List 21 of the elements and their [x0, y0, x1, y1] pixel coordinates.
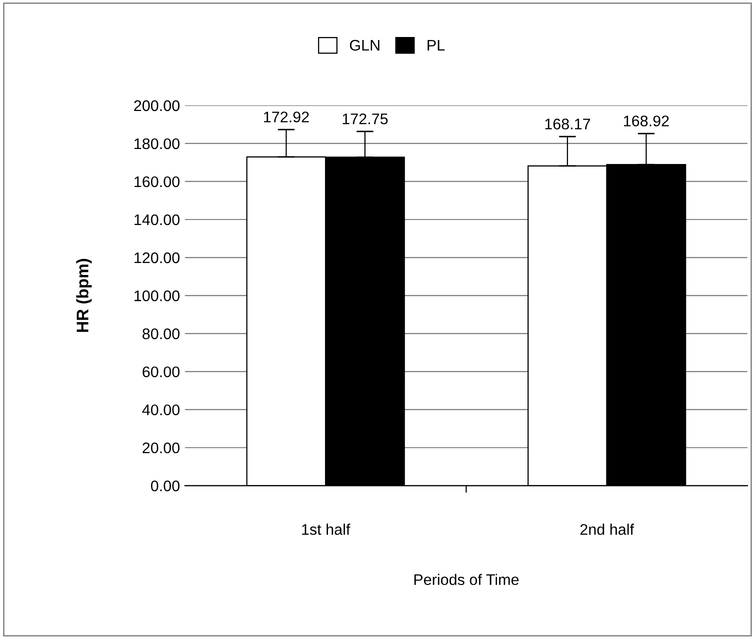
y-tick-label: 0.00 — [150, 480, 180, 492]
legend-label: PL — [428, 40, 445, 50]
y-tick-label: 120.00 — [134, 252, 180, 264]
x-tick-label: 2nd half — [580, 524, 634, 535]
data-label: 168.92 — [624, 116, 669, 126]
y-tick-label: 180.00 — [134, 138, 180, 150]
y-tick-label: 80.00 — [142, 328, 180, 340]
data-label: 172.75 — [342, 113, 388, 124]
data-label: 168.17 — [545, 118, 590, 130]
y-tick-label: 100.00 — [134, 290, 180, 302]
y-tick-label: 140.00 — [134, 214, 180, 226]
y-axis-title: HR (bpm) — [76, 258, 92, 332]
x-axis-title: Periods of Time — [414, 574, 519, 586]
legend-label: GLN — [350, 40, 380, 51]
y-tick-label: 200.00 — [134, 100, 180, 112]
data-label: 172.92 — [264, 112, 309, 122]
y-tick-label: 40.00 — [142, 404, 180, 416]
x-tick-label: 1st half — [302, 524, 350, 535]
y-tick-label: 60.00 — [142, 366, 180, 378]
y-tick-label: 160.00 — [134, 176, 180, 188]
y-tick-label: 20.00 — [142, 442, 180, 454]
